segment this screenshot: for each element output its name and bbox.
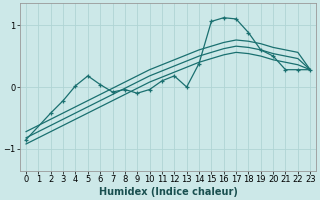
X-axis label: Humidex (Indice chaleur): Humidex (Indice chaleur) xyxy=(99,187,237,197)
